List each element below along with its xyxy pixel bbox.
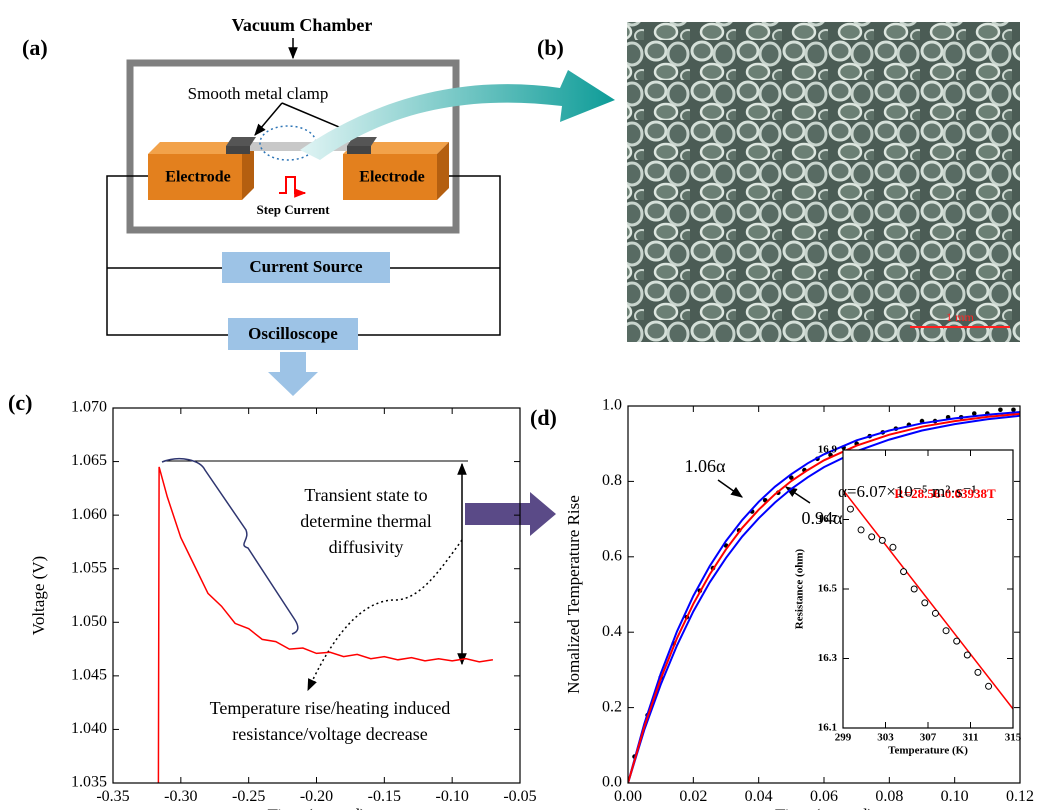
y-tick-label: 16.9 (818, 444, 838, 456)
data-point (890, 544, 896, 550)
data-point (911, 586, 917, 592)
data-point (922, 600, 928, 606)
data-point (901, 569, 907, 575)
y-tick-label: 1.070 (71, 399, 107, 416)
clamp (347, 146, 371, 154)
curve-label: 0.94α (802, 508, 844, 528)
scale-label: 1 mm (946, 310, 974, 324)
y-tick-label: 0.6 (602, 547, 622, 564)
arrow (718, 480, 742, 497)
data-point (964, 652, 970, 658)
panel-label: (c) (8, 390, 32, 415)
clamp (226, 146, 250, 154)
curve-label: 1.06α (685, 456, 727, 476)
panel-label: (b) (537, 35, 564, 60)
step-label: Step Current (256, 202, 330, 217)
x-tick-label: -0.10 (436, 788, 469, 805)
dotted-arrow (308, 540, 462, 690)
y-tick-label: 1.040 (71, 720, 107, 737)
data-point (847, 506, 853, 512)
y-tick-label: 1.050 (71, 613, 107, 630)
y-axis-label: Nomalized Temperature Rise (564, 495, 583, 694)
x-tick-label: 0.06 (810, 788, 838, 805)
y-tick-label: 1.060 (71, 506, 107, 523)
annotation: determine thermal (300, 511, 431, 531)
figure: (a) Vacuum Chamber Smooth metal clamp El… (0, 0, 1037, 810)
y-tick-label: 1.0 (602, 397, 622, 414)
x-tick-label: 307 (920, 731, 937, 743)
annotation: Transient state to (304, 485, 427, 505)
data-point (954, 638, 960, 644)
y-tick-label: 0.2 (602, 698, 622, 715)
y-axis-label: Resistance (ohm) (794, 548, 806, 629)
brace (162, 459, 298, 634)
y-tick-label: 16.5 (818, 583, 838, 595)
x-tick-label: -0.15 (368, 788, 401, 805)
x-tick-label: 0.04 (745, 788, 773, 805)
oscilloscope-label: Oscilloscope (248, 324, 338, 343)
y-tick-label: 0.0 (602, 774, 622, 791)
data-point (858, 527, 864, 533)
data-point (943, 628, 949, 634)
x-tick-label: 299 (835, 731, 852, 743)
x-tick-label: 0.10 (941, 788, 969, 805)
electrode-label: Electrode (359, 169, 424, 186)
x-axis-label: Time (second) (267, 806, 365, 810)
y-tick-label: 1.065 (71, 452, 107, 469)
panel-b: (b) 1 mm (537, 22, 1020, 342)
data-point (932, 610, 938, 616)
y-tick-label: 1.055 (71, 559, 107, 576)
arrow (255, 103, 282, 135)
y-tick-label: 1.035 (71, 774, 107, 791)
data-point (986, 683, 992, 689)
data-point (998, 407, 1003, 412)
x-tick-label: -0.25 (232, 788, 265, 805)
x-tick-label: 0.02 (679, 788, 707, 805)
y-tick-label: 16.1 (818, 722, 837, 734)
y-axis-label: Voltage (V) (29, 556, 48, 635)
data-point (869, 534, 875, 540)
x-tick-label: 0.08 (875, 788, 903, 805)
x-tick-label: -0.05 (503, 788, 536, 805)
data-point (1011, 407, 1016, 412)
chamber-label: Vacuum Chamber (232, 15, 373, 35)
step-symbol (279, 177, 305, 193)
clamp-label: Smooth metal clamp (188, 84, 329, 103)
x-tick-label: 0.12 (1006, 788, 1034, 805)
annotation: Temperature rise/heating induced (210, 698, 451, 718)
micrograph-tint (627, 22, 1020, 342)
link-arrow (465, 492, 556, 536)
x-tick-label: 315 (1005, 731, 1022, 743)
annotation: resistance/voltage decrease (232, 724, 427, 744)
x-tick-label: 303 (877, 731, 894, 743)
y-tick-label: 0.8 (602, 472, 622, 489)
y-tick-label: 16.3 (818, 652, 838, 664)
y-tick-label: 1.045 (71, 667, 107, 684)
x-tick-label: -0.20 (300, 788, 333, 805)
alpha-label: α=6.07×10⁻⁵ m²·s⁻¹ (838, 482, 977, 501)
panel-label: (a) (22, 35, 48, 60)
x-tick-label: -0.30 (164, 788, 197, 805)
x-axis-label: Time (second) (775, 806, 873, 810)
y-tick-label: 0.4 (602, 623, 622, 640)
x-axis-label: Temperature (K) (888, 745, 968, 757)
current-source-label: Current Source (249, 257, 363, 276)
down-arrow (268, 352, 318, 396)
data-point (879, 537, 885, 543)
chart: -0.35-0.30-0.25-0.20-0.15-0.10-0.051.035… (8, 390, 537, 810)
panel-a: (a) Vacuum Chamber Smooth metal clamp El… (22, 15, 615, 396)
data-point (975, 669, 981, 675)
panel-label: (d) (530, 405, 557, 430)
electrode-label: Electrode (165, 169, 230, 186)
x-tick-label: 311 (963, 731, 979, 743)
annotation: diffusivity (329, 537, 404, 557)
